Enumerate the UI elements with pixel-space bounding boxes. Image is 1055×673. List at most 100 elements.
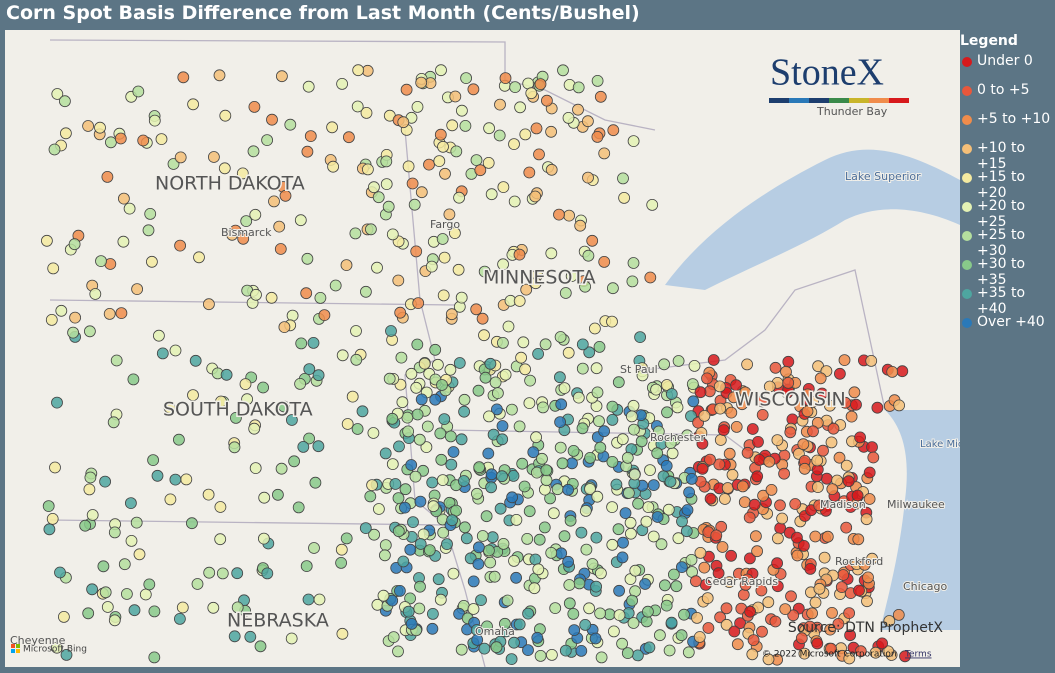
- station-dot: [490, 403, 503, 416]
- station-dot: [882, 645, 895, 658]
- station-dot: [532, 347, 544, 360]
- legend-item[interactable]: +35 to +40: [960, 285, 1055, 317]
- station-dot: [436, 233, 449, 245]
- legend-item[interactable]: 0 to +5: [960, 82, 1055, 111]
- station-dot: [472, 541, 485, 554]
- station-dot: [562, 346, 575, 359]
- station-dot: [467, 575, 480, 588]
- station-dot: [499, 72, 512, 84]
- station-dot: [713, 380, 726, 393]
- provider: Microsoft Bing: [23, 645, 87, 655]
- station-dot: [591, 131, 604, 143]
- legend-item[interactable]: +25 to +30: [960, 227, 1055, 259]
- station-dot: [385, 325, 397, 337]
- station-dot: [148, 651, 161, 664]
- station-dot: [191, 578, 204, 590]
- legend-item[interactable]: Under 0: [960, 53, 1055, 82]
- legend-item[interactable]: +30 to +35: [960, 256, 1055, 288]
- station-dot: [455, 643, 468, 656]
- station-dot: [771, 434, 784, 447]
- station-dot: [785, 590, 797, 603]
- station-dot: [693, 631, 706, 643]
- station-dot: [607, 124, 620, 137]
- station-dot: [414, 580, 426, 593]
- place-label: Lake Superior: [845, 170, 921, 183]
- station-dot: [642, 605, 654, 618]
- station-dot: [302, 593, 315, 606]
- station-dot: [408, 198, 421, 211]
- station-dot: [549, 602, 562, 614]
- station-dot: [899, 650, 911, 663]
- logo: StoneX: [770, 52, 884, 94]
- legend-item[interactable]: +10 to +15: [960, 140, 1055, 172]
- station-dot: [533, 148, 545, 161]
- station-dot: [598, 147, 611, 160]
- station-dot: [513, 420, 526, 433]
- station-dot: [432, 573, 445, 586]
- station-dot: [562, 555, 574, 568]
- station-dot: [409, 470, 422, 483]
- station-dot: [445, 308, 458, 321]
- legend-label: +10 to +15: [977, 140, 1026, 172]
- station-dot: [485, 188, 498, 201]
- station-dot: [814, 372, 827, 385]
- station-dot: [407, 516, 419, 529]
- station-dot: [435, 453, 448, 466]
- station-dot: [685, 554, 698, 566]
- station-dot: [817, 444, 829, 457]
- station-dot: [576, 362, 589, 375]
- station-dot: [202, 488, 215, 501]
- map-background: [5, 30, 960, 667]
- station-dot: [522, 607, 534, 620]
- station-dot: [525, 87, 538, 100]
- station-dot: [866, 441, 878, 454]
- station-dot: [386, 228, 399, 241]
- station-dot: [455, 433, 468, 446]
- station-dot: [335, 557, 348, 569]
- legend-item[interactable]: Over +40: [960, 314, 1055, 343]
- station-dot: [372, 503, 385, 515]
- station-dot: [595, 567, 607, 580]
- station-dot: [687, 395, 700, 408]
- station-dot: [411, 408, 424, 421]
- station-dot: [244, 630, 257, 643]
- legend-item[interactable]: +5 to +10: [960, 111, 1055, 140]
- station-dot: [219, 109, 232, 122]
- station-dot: [60, 127, 72, 140]
- terms[interactable]: Terms: [904, 650, 932, 660]
- legend-item[interactable]: +20 to +25: [960, 198, 1055, 230]
- station-dot: [486, 531, 499, 544]
- station-dot: [730, 420, 743, 433]
- station-dot: [429, 343, 442, 356]
- station-dot: [593, 340, 606, 353]
- station-dot: [423, 158, 435, 171]
- station-dot: [811, 454, 824, 467]
- station-dot: [472, 384, 485, 397]
- station-dot: [123, 202, 136, 215]
- station-dot: [850, 398, 862, 411]
- station-dot: [644, 271, 657, 284]
- logo-stripe: [789, 98, 809, 103]
- station-dot: [237, 232, 250, 245]
- station-dot: [858, 558, 871, 571]
- station-dot: [598, 255, 611, 268]
- state-label: SOUTH DAKOTA: [163, 399, 313, 421]
- station-dot: [527, 446, 540, 459]
- station-dot: [300, 287, 313, 300]
- station-dot: [437, 140, 449, 153]
- station-dot: [851, 489, 864, 502]
- station-dot: [558, 530, 571, 543]
- station-dot: [496, 336, 509, 349]
- station-dot: [392, 274, 405, 287]
- station-dot: [274, 243, 287, 255]
- station-dot: [133, 548, 146, 561]
- station-dot: [482, 156, 495, 169]
- station-dot: [725, 406, 738, 419]
- station-dot: [591, 75, 604, 87]
- legend-item[interactable]: +15 to +20: [960, 169, 1055, 201]
- station-dot: [169, 344, 182, 357]
- station-dot: [436, 379, 448, 391]
- station-dot: [420, 441, 433, 454]
- station-dot: [837, 569, 850, 581]
- station-dot: [433, 155, 446, 168]
